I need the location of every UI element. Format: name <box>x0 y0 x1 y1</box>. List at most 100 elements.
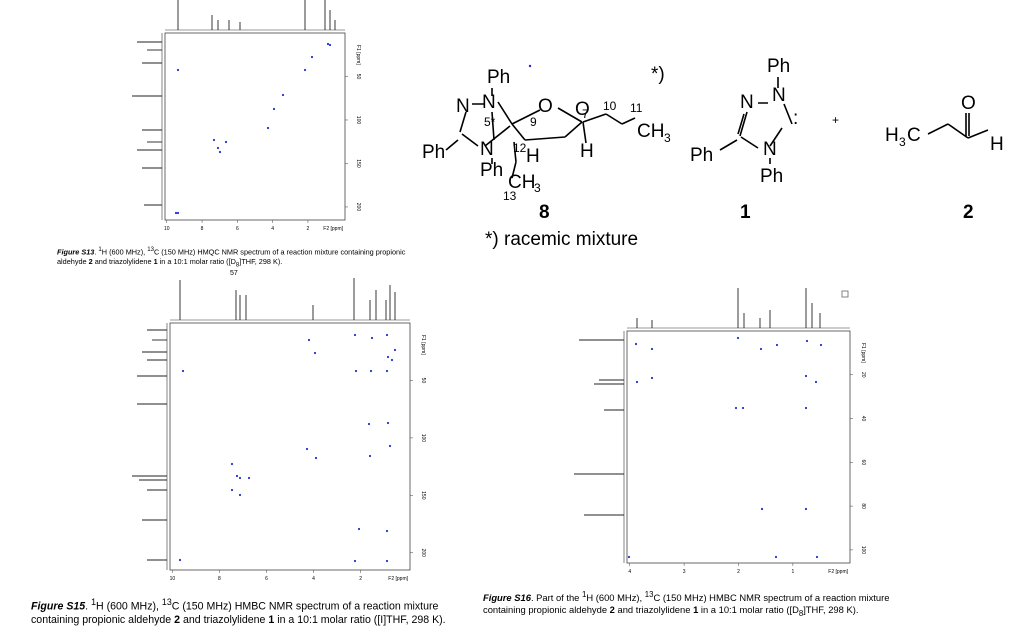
struct-label: : <box>793 108 798 129</box>
caption: Figure S16. Part of the 1H (600 MHz), 13… <box>483 590 923 619</box>
cross-peak <box>815 555 819 559</box>
cross-peak <box>238 476 242 480</box>
struct-label: Ph <box>422 142 445 163</box>
x-tick-label: 6 <box>265 576 268 582</box>
cross-peak <box>181 369 185 373</box>
note: *) racemic mixture <box>485 229 638 250</box>
cross-peak <box>650 376 654 380</box>
caption: Figure S15. 1H (600 MHz), 13C (150 MHz) … <box>31 597 476 627</box>
cross-peak <box>354 369 358 373</box>
cross-peak <box>635 380 639 384</box>
cross-peak <box>247 476 251 480</box>
caption-text: 8 <box>235 260 240 268</box>
cross-peak <box>307 338 311 342</box>
cross-peak <box>281 93 285 97</box>
y-tick-label: 100 <box>420 434 426 443</box>
caption-text: 13 <box>644 590 654 599</box>
struct-label: 11 <box>630 101 643 115</box>
struct-label: 3 <box>534 181 541 195</box>
axis-title: F2 [ppm] <box>828 569 848 575</box>
struct-label: N <box>763 139 777 160</box>
cross-peak <box>627 555 631 559</box>
cross-peak <box>385 333 389 337</box>
cross-peak <box>388 444 392 448</box>
struct-label: O <box>961 93 976 114</box>
axis-title: F2 [ppm] <box>388 576 408 582</box>
struct-label: CH <box>508 172 535 193</box>
cross-peak <box>174 211 178 215</box>
page-number: 57 <box>230 270 238 277</box>
caption-text: 1 <box>268 613 275 626</box>
cross-peak <box>353 333 357 337</box>
struct-label: N <box>456 96 470 117</box>
cross-peak <box>303 68 307 72</box>
y-tick-label: 150 <box>420 491 426 500</box>
cross-peak <box>736 336 740 340</box>
cross-peak <box>775 343 779 347</box>
caption-text: in a 10:1 molar ratio ([D <box>157 256 236 266</box>
caption-text: H (600 MHz), <box>586 592 645 604</box>
struct-label: CH <box>637 121 664 142</box>
cross-peak <box>266 126 270 130</box>
struct-label: 3 <box>899 135 906 149</box>
axis-title: F2 [ppm] <box>323 226 343 232</box>
struct-label: 3 <box>664 131 671 145</box>
axis-title: F1 [ppm] <box>860 343 866 363</box>
caption-text: 8 <box>798 608 804 618</box>
struct-label: Ph <box>767 56 790 77</box>
y-tick-label: 200 <box>355 203 361 212</box>
caption-text: 13 <box>161 597 172 607</box>
cross-peak <box>805 339 809 343</box>
cross-peak <box>774 555 778 559</box>
caption-text: . Part of the <box>530 592 583 604</box>
struct-label: N <box>740 92 754 113</box>
caption-text: . <box>85 600 92 613</box>
x-tick-label: 2 <box>307 226 310 232</box>
y-tick-label: 80 <box>860 503 866 509</box>
struct-label: 12 <box>513 141 527 155</box>
caption-text: 2 <box>88 256 93 266</box>
axis-title: F1 [ppm] <box>420 335 426 355</box>
caption-label: Figure S13 <box>57 247 95 257</box>
struct-label: N <box>772 85 786 106</box>
struct-label: Ph <box>487 67 510 88</box>
cross-peak <box>305 447 309 451</box>
caption-text: ]THF, 298 K). <box>383 613 446 626</box>
struct-label: Ph <box>480 160 503 181</box>
cross-peak <box>313 351 317 355</box>
caption-text: 13 <box>147 246 154 253</box>
caption: Figure S13. 1H (600 MHz), 13C (150 MHz) … <box>57 246 427 269</box>
cross-peak <box>650 347 654 351</box>
caption-text: 2 <box>609 603 615 615</box>
cross-peak <box>734 406 738 410</box>
y-tick-label: 50 <box>355 74 361 80</box>
struct-label: H <box>526 146 540 167</box>
struct-label: H <box>885 125 899 146</box>
caption-text: H (600 MHz), <box>95 600 162 613</box>
cross-peak <box>224 140 228 144</box>
struct-label: 7 <box>582 107 589 121</box>
caption-text: and triazolylidene <box>180 613 269 626</box>
cross-peak <box>804 374 808 378</box>
cross-peak <box>238 493 242 497</box>
cross-peak <box>176 211 180 215</box>
cross-peak <box>393 348 397 352</box>
x-tick-label: 8 <box>218 576 221 582</box>
struct-label: 5* <box>484 115 496 129</box>
cross-peak <box>212 138 216 142</box>
caption-label: Figure S15 <box>31 600 86 613</box>
cross-peak <box>367 422 371 426</box>
compound-number: 1 <box>740 202 751 223</box>
caption-text: 1 <box>582 590 587 599</box>
x-tick-label: 2 <box>359 576 362 582</box>
struct-label: 10 <box>603 99 617 113</box>
cross-peak <box>369 369 373 373</box>
cross-peak <box>218 150 222 154</box>
cross-peak <box>310 55 314 59</box>
x-tick-label: 4 <box>628 569 631 575</box>
y-tick-label: 20 <box>860 372 866 378</box>
cross-peak <box>385 529 389 533</box>
cross-peak <box>814 380 818 384</box>
